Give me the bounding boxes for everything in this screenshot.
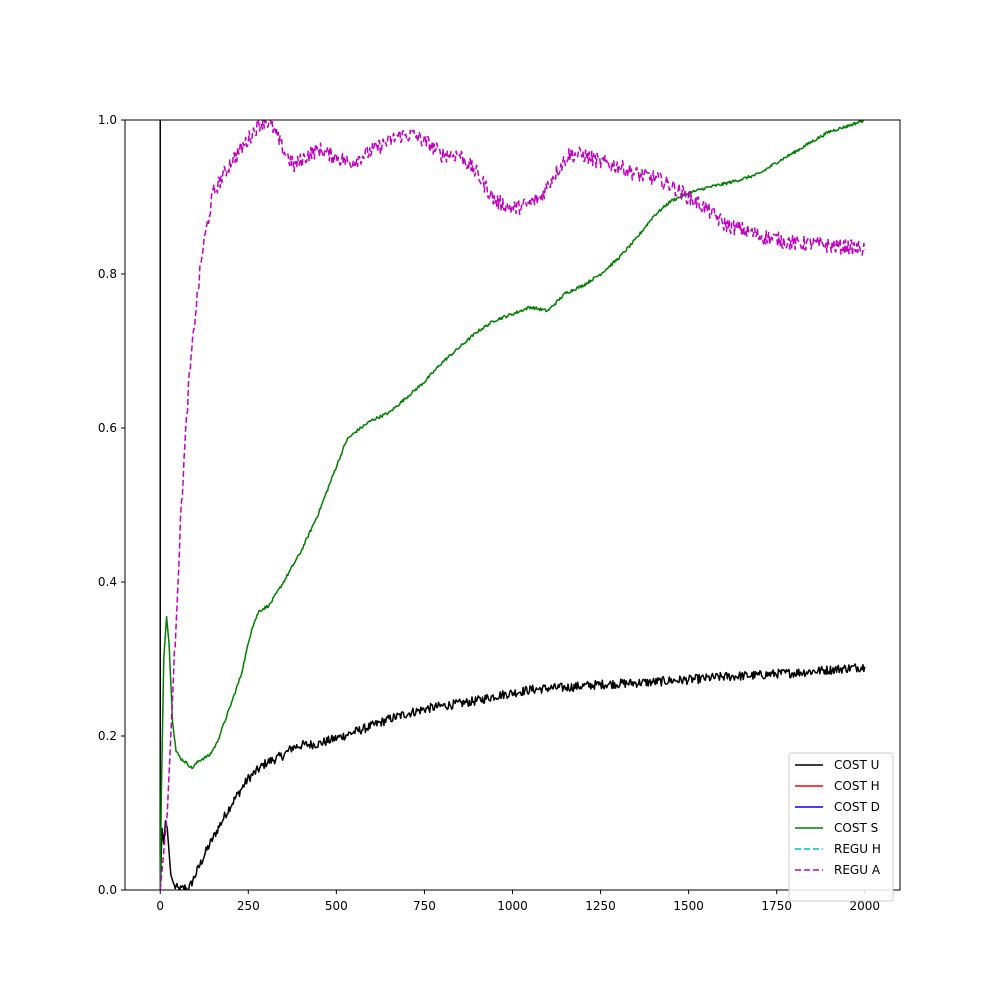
x-tick-label: 2000 <box>849 899 880 913</box>
x-tick-label: 1500 <box>673 899 704 913</box>
x-axis: 0 250 500 750 1000 1250 1500 1750 2000 <box>156 890 880 913</box>
legend-label-cost-u: COST U <box>834 758 879 772</box>
x-tick-label: 0 <box>156 899 164 913</box>
legend-label-cost-s: COST S <box>834 821 878 835</box>
legend-label-cost-d: COST D <box>834 800 880 814</box>
series-layer <box>159 120 866 890</box>
y-tick-label: 0.4 <box>98 575 117 589</box>
legend: COST U COST H COST D COST S REGU H REGU A <box>788 752 894 902</box>
x-tick-label: 1000 <box>497 899 528 913</box>
y-tick-label: 0.6 <box>98 421 117 435</box>
y-tick-label: 0.2 <box>98 729 117 743</box>
legend-label-regu-h: REGU H <box>834 842 881 856</box>
legend-box <box>788 752 894 902</box>
x-tick-label: 750 <box>413 899 436 913</box>
y-axis: 0.0 0.2 0.4 0.6 0.8 1.0 <box>98 113 125 897</box>
legend-label-regu-a: REGU A <box>834 863 881 877</box>
series-line-cost-u <box>159 120 866 890</box>
y-tick-label: 1.0 <box>98 113 117 127</box>
x-tick-label: 1250 <box>585 899 616 913</box>
series-line-regu-a <box>159 120 866 890</box>
series-line-cost-s <box>159 120 865 890</box>
x-tick-label: 500 <box>325 899 348 913</box>
y-tick-label: 0.8 <box>98 267 117 281</box>
x-tick-label: 1750 <box>761 899 792 913</box>
legend-label-cost-h: COST H <box>834 779 880 793</box>
y-tick-label: 0.0 <box>98 883 117 897</box>
x-tick-label: 250 <box>237 899 260 913</box>
